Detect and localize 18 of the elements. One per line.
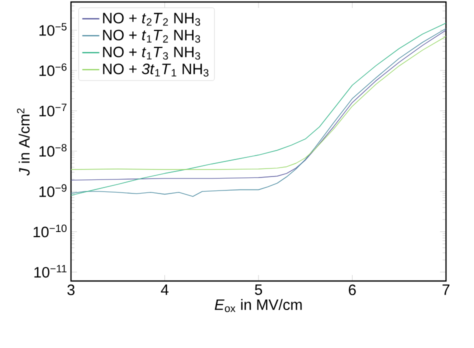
- y-axis-title: J in A/cm$^{2}$: [16, 108, 30, 176]
- y-tick-label: 10$^{−7}$: [39, 104, 66, 116]
- legend-label: NO + 3t$_{1}$T$_{1}$ NH$_{3}$: [103, 64, 208, 77]
- x-tick-label: 7: [442, 284, 450, 295]
- legend-label: NO + t$_{1}$T$_{3}$ NH$_{3}$: [103, 46, 200, 60]
- x-axis-title: E$_{ox}$ in MV/cm: [214, 298, 302, 312]
- x-tick-label: 5: [254, 284, 262, 295]
- x-tick-label: 3: [67, 284, 75, 296]
- y-tick-label: 10$^{−6}$: [39, 63, 67, 76]
- y-tick-label: 10$^{−10}$: [34, 224, 67, 238]
- x-tick-label: 6: [348, 284, 356, 296]
- x-tick-label: 4: [160, 284, 168, 295]
- legend-label: NO + t$_{2}$T$_{2}$ NH$_{3}$: [103, 12, 200, 26]
- y-tick-label: 10$^{−11}$: [34, 265, 66, 278]
- y-tick-label: 10$^{−8}$: [39, 144, 67, 157]
- y-tick-label: 10$^{−9}$: [39, 184, 66, 197]
- legend-label: NO + t$_{1}$T$_{2}$ NH$_{3}$: [103, 30, 200, 43]
- y-tick-label: 10$^{−5}$: [39, 23, 67, 36]
